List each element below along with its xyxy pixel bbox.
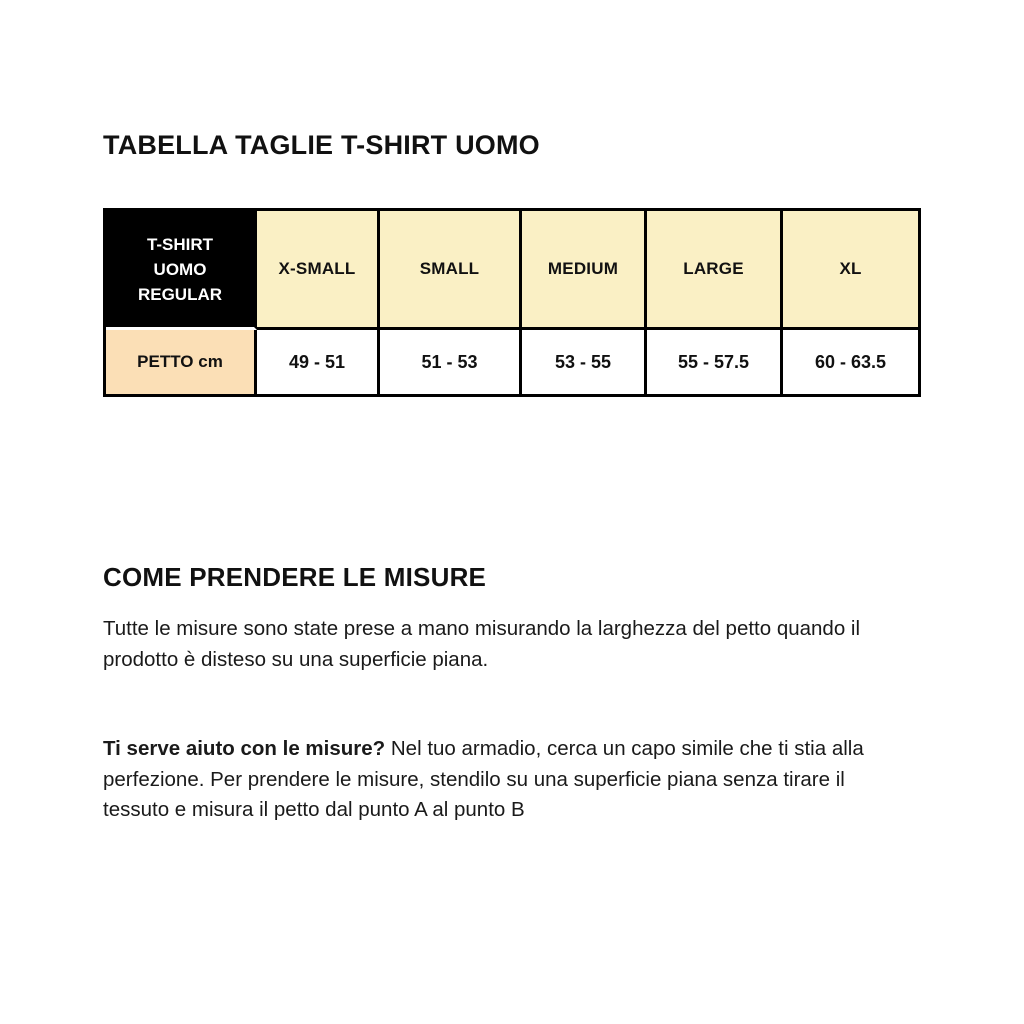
chest-value-xl: 60 - 63.5: [783, 330, 921, 397]
chest-value-large: 55 - 57.5: [647, 330, 783, 397]
chest-measure-row: PETTO cm 49 - 51 51 - 53 53 - 55 55 - 57…: [106, 330, 921, 397]
chest-value-medium: 53 - 55: [522, 330, 647, 397]
table-corner-cell: T-SHIRT UOMO REGULAR: [106, 211, 257, 330]
size-table: T-SHIRT UOMO REGULAR X-SMALL SMALL MEDIU…: [103, 208, 921, 397]
measure-help-paragraph: Ti serve aiuto con le misure? Nel tuo ar…: [103, 734, 915, 826]
size-column-header-medium: MEDIUM: [522, 211, 647, 330]
size-column-header-small: SMALL: [380, 211, 522, 330]
size-column-header-xsmall: X-SMALL: [257, 211, 380, 330]
row-label-cell: PETTO cm: [106, 330, 257, 397]
chest-value-xsmall: 49 - 51: [257, 330, 380, 397]
chest-value-small: 51 - 53: [380, 330, 522, 397]
corner-cell-label: T-SHIRT UOMO REGULAR: [137, 234, 223, 304]
measure-intro-paragraph: Tutte le misure sono state prese a mano …: [103, 617, 861, 671]
measure-section-heading: COME PRENDERE LE MISURE: [103, 562, 487, 592]
help-text: Nel tuo armadio, cerca un capo simile ch…: [103, 737, 864, 821]
size-column-header-large: LARGE: [647, 211, 783, 330]
size-column-header-xl: XL: [783, 211, 921, 330]
help-question-bold: Ti serve aiuto con le misure?: [103, 737, 386, 760]
page-title: TABELLA TAGLIE T-SHIRT UOMO: [103, 130, 540, 160]
size-table-header-row: T-SHIRT UOMO REGULAR X-SMALL SMALL MEDIU…: [106, 211, 921, 330]
